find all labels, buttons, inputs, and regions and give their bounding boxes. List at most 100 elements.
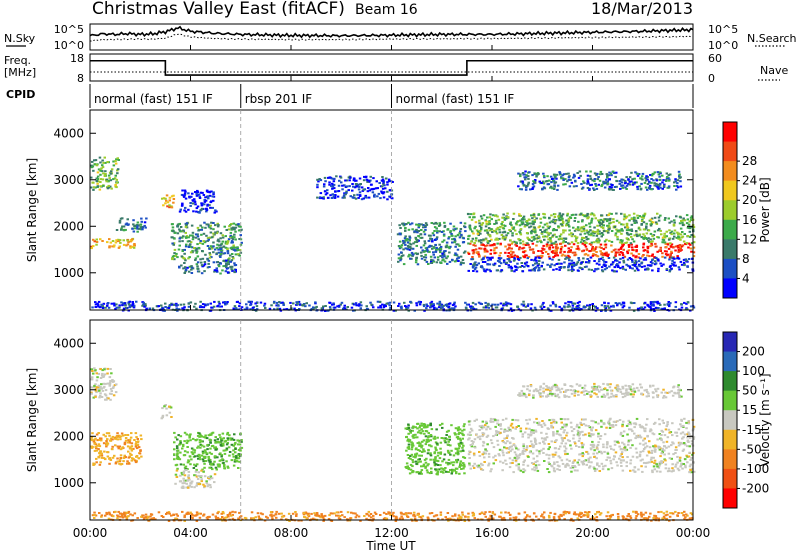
- data-cell: [115, 186, 118, 189]
- data-cell: [538, 450, 541, 453]
- data-cell: [678, 244, 682, 246]
- data-cell: [106, 438, 109, 441]
- data-cell: [535, 244, 538, 247]
- data-cell: [190, 458, 193, 461]
- data-cell: [574, 253, 578, 256]
- data-cell: [467, 242, 470, 245]
- data-cell: [162, 204, 165, 207]
- data-cell: [117, 246, 121, 249]
- data-cell: [561, 426, 564, 429]
- data-cell: [100, 383, 103, 386]
- data-cell: [128, 300, 132, 303]
- data-cell: [220, 305, 223, 308]
- data-cell: [649, 305, 652, 308]
- data-cell: [582, 453, 585, 456]
- data-cell: [488, 263, 492, 266]
- data-cell: [101, 240, 104, 242]
- data-cell: [452, 225, 456, 228]
- data-cell: [668, 305, 671, 308]
- data-cell: [209, 460, 212, 463]
- data-cell: [429, 453, 432, 456]
- data-cell: [661, 255, 664, 258]
- data-cell: [553, 461, 556, 464]
- data-cell: [601, 221, 605, 223]
- data-cell: [228, 225, 231, 228]
- data-cell: [638, 215, 642, 218]
- data-cell: [240, 241, 243, 244]
- data-cell: [396, 233, 400, 236]
- data-cell: [653, 300, 656, 303]
- data-cell: [453, 241, 456, 244]
- data-cell: [659, 262, 662, 265]
- data-cell: [554, 249, 557, 252]
- data-cell: [472, 307, 475, 310]
- data-cell: [127, 450, 130, 453]
- data-cell: [96, 180, 100, 183]
- data-cell: [399, 256, 403, 259]
- data-cell: [99, 238, 102, 241]
- data-cell: [314, 306, 317, 309]
- data-cell: [621, 256, 625, 259]
- data-cell: [450, 307, 454, 310]
- data-cell: [213, 473, 217, 476]
- data-cell: [453, 238, 457, 241]
- data-cell: [360, 304, 363, 307]
- data-cell: [640, 306, 643, 309]
- data-cell: [402, 241, 406, 244]
- data-cell: [417, 458, 420, 461]
- data-cell: [200, 306, 203, 309]
- data-cell: [410, 446, 414, 449]
- data-cell: [481, 420, 485, 423]
- data-cell: [351, 189, 354, 192]
- data-cell: [526, 257, 529, 260]
- data-cell: [134, 445, 138, 448]
- data-cell: [420, 444, 424, 447]
- data-cell: [635, 265, 638, 268]
- data-cell: [467, 251, 470, 254]
- data-cell: [151, 307, 155, 310]
- data-cell: [406, 238, 409, 240]
- data-cell: [588, 250, 591, 253]
- data-cell: [318, 178, 321, 180]
- data-cell: [447, 246, 450, 249]
- data-cell: [469, 228, 472, 231]
- data-cell: [186, 451, 189, 454]
- data-cell: [338, 179, 341, 182]
- data-cell: [690, 250, 693, 253]
- data-cell: [217, 265, 221, 268]
- data-cell: [203, 263, 207, 266]
- data-cell: [643, 265, 646, 268]
- data-cell: [185, 236, 188, 239]
- data-cell: [658, 433, 661, 435]
- data-cell: [96, 386, 100, 389]
- data-cell: [687, 223, 691, 226]
- data-cell: [108, 177, 111, 180]
- data-cell: [645, 175, 648, 178]
- data-cell: [622, 430, 626, 433]
- data-cell: [519, 173, 522, 176]
- noise-right-tick-top: 10^5: [708, 23, 738, 36]
- power-ylabel: Slant Range [km]: [25, 158, 39, 262]
- data-cell: [562, 179, 565, 181]
- data-cell: [102, 302, 106, 305]
- data-cell: [208, 451, 212, 454]
- data-cell: [511, 234, 514, 237]
- data-cell: [438, 222, 441, 225]
- data-cell: [92, 188, 95, 191]
- data-cell: [95, 238, 98, 241]
- data-cell: [111, 445, 114, 448]
- data-cell: [531, 468, 534, 471]
- data-cell: [612, 249, 616, 252]
- data-cell: [182, 257, 185, 260]
- data-cell: [575, 228, 578, 231]
- data-cell: [198, 195, 201, 198]
- data-cell: [186, 266, 189, 269]
- data-cell: [92, 372, 95, 375]
- data-cell: [593, 470, 597, 472]
- data-cell: [508, 229, 511, 231]
- data-cell: [567, 266, 570, 269]
- data-cell: [597, 422, 600, 425]
- data-cell: [367, 187, 370, 189]
- data-cell: [214, 446, 217, 449]
- data-cell: [522, 304, 525, 307]
